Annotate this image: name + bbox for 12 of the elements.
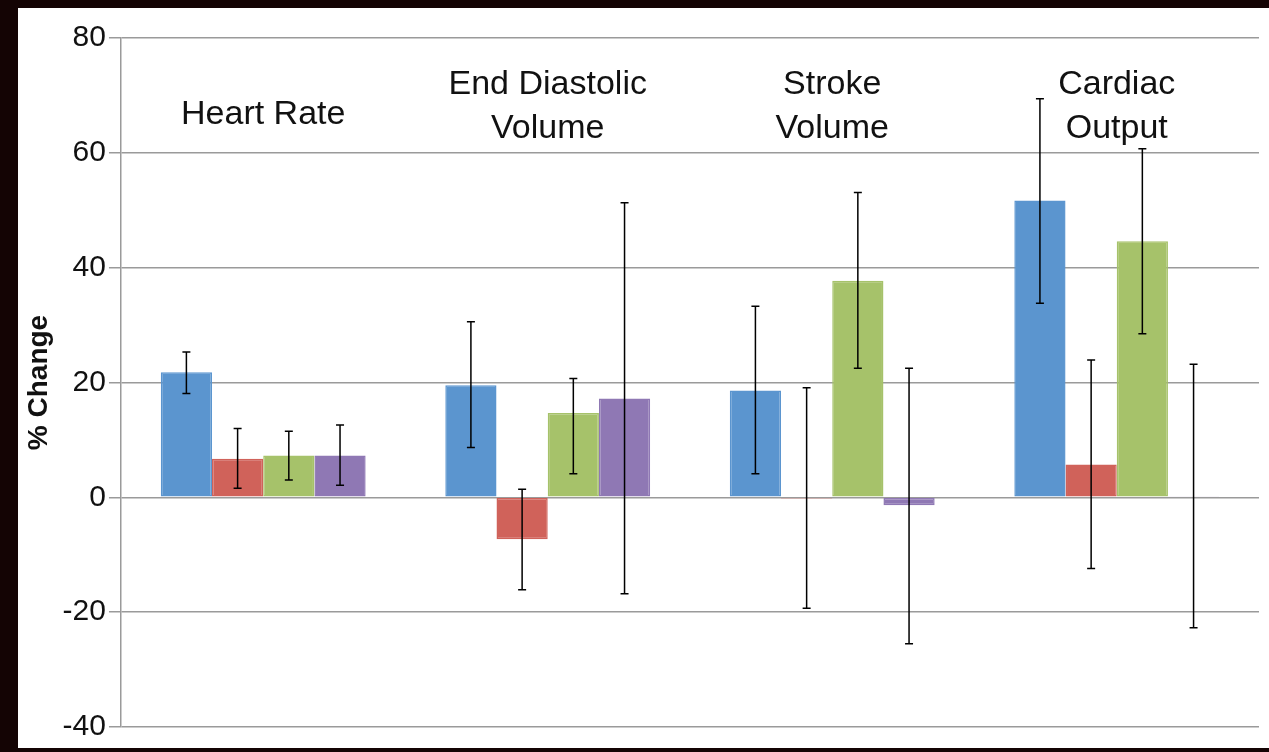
y-tick-label: 60 xyxy=(72,134,106,168)
y-tick-label: 20 xyxy=(72,363,106,397)
x-tick-label: Stroke Volume xyxy=(775,63,889,146)
y-tick-label: 40 xyxy=(72,248,106,282)
y-axis-title: % Change xyxy=(21,314,53,451)
y-tick-label: -20 xyxy=(62,593,106,627)
y-tick-label: 80 xyxy=(72,19,106,53)
y-tick-label: 0 xyxy=(89,478,106,512)
x-tick-label: Heart Rate xyxy=(181,93,346,132)
x-tick-label: End Diastolic Volume xyxy=(448,63,647,146)
x-tick-label: Cardiac Output xyxy=(1058,63,1176,146)
y-tick-label: -40 xyxy=(62,708,106,742)
